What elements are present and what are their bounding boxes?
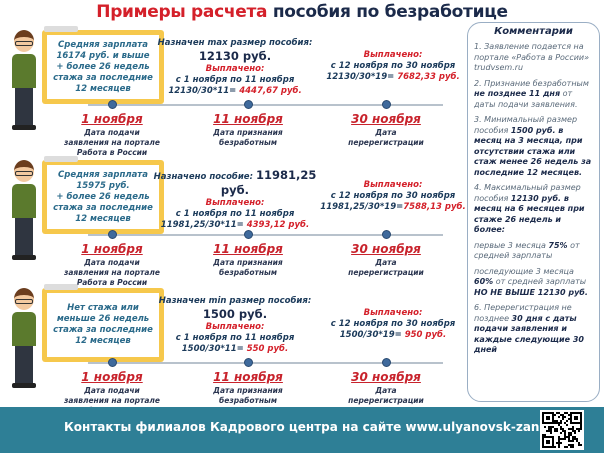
timeline-date-description: Дата признания безработным (213, 386, 283, 405)
condition-line: стажа за последние (53, 202, 153, 213)
assigned-benefit: Назначен min размер пособия: 1500 руб. Вып… (158, 296, 312, 354)
condition-line: Средняя зарплата (58, 169, 148, 180)
condition-line: 12 месяцев (75, 83, 131, 94)
page-title: Примеры расчета пособия по безработице (96, 2, 508, 22)
timeline-dot (244, 358, 253, 367)
timeline-date: 1 ноября (81, 370, 143, 384)
comment-item: 2. Признание безработным не позднее 11 д… (474, 78, 589, 109)
timeline-date: 1 ноября (81, 242, 143, 256)
footer-contacts-text: Контакты филиалов Кадрового центра на са… (64, 420, 559, 434)
clipboard-condition: Средняя зарплата 15975 руб. + более 26 нед… (42, 160, 164, 234)
timeline-dot (382, 230, 391, 239)
condition-line: 15975 руб. (76, 180, 130, 191)
paid-second-period: Выплачено: с 12 ноября по 30 ноября 1213… (326, 50, 460, 82)
timeline-date-description: Дата перерегистрации (348, 258, 424, 277)
timeline-line (88, 104, 443, 106)
condition-line: Нет стажа или (67, 303, 139, 313)
condition-line: Средняя зарплата (58, 39, 148, 50)
clipboard-condition: Средняя зарплата 16174 руб. и выше + более… (42, 30, 164, 104)
qr-code-icon (540, 410, 584, 450)
timeline-dot (108, 358, 117, 367)
comment-item: 6. Перерегистрация не позднее 30 дня с д… (474, 303, 584, 354)
comment-item: 3. Минимальный размер пособия 1500 руб. … (474, 115, 592, 177)
clipboard-condition: Нет стажа или меньше 26 недель стажа за по… (42, 288, 164, 362)
person-icon (10, 30, 38, 130)
timeline-date: 11 ноября (213, 242, 283, 256)
condition-line: меньше 26 недель (56, 314, 150, 324)
timeline-date-description: Дата признания безработным (213, 128, 283, 147)
timeline-date-description: Дата подачи заявления на портале Работа … (64, 258, 160, 287)
comment-item: 1. Заявление подается на портале «Работа… (474, 42, 590, 72)
condition-line: + более 26 недель (56, 191, 150, 202)
condition-line: стажа за последние (53, 72, 153, 83)
assigned-benefit: Назначено пособие: 11981,25 руб. Выплачен… (153, 168, 317, 230)
timeline-date-description: Дата подачи заявления на портале Работа … (64, 128, 160, 157)
clipboard-clip-icon (44, 156, 78, 162)
comment-item: первые 3 месяца 75% от средней зарплаты (474, 240, 580, 261)
example-section: Средняя зарплата 16174 руб. и выше + более… (0, 26, 460, 160)
example-section: Нет стажа или меньше 26 недель стажа за по… (0, 284, 460, 418)
condition-line: 12 месяцев (75, 336, 131, 346)
timeline-line (88, 362, 443, 364)
footer-bar (0, 407, 604, 453)
paid-second-period: Выплачено: с 12 ноября по 30 ноября 1198… (320, 180, 466, 212)
timeline-date-description: Дата признания безработным (213, 258, 283, 277)
timeline-dot (244, 100, 253, 109)
timeline-date: 11 ноября (213, 112, 283, 126)
assigned-benefit: Назначен max размер пособия: 12130 руб. Вы… (157, 38, 313, 96)
comments-panel: Комментарии 1. Заявление подается на пор… (467, 22, 600, 402)
timeline-date: 30 ноября (351, 370, 421, 384)
timeline-date: 30 ноября (351, 112, 421, 126)
paid-second-period: Выплачено: с 12 ноября по 30 ноября 1500… (330, 308, 456, 340)
timeline-dot (244, 230, 253, 239)
clipboard-clip-icon (44, 284, 78, 290)
timeline-dot (382, 100, 391, 109)
timeline-dot (108, 100, 117, 109)
timeline-dot (382, 358, 391, 367)
condition-line: + более 26 недель (56, 61, 150, 72)
timeline-date: 1 ноября (81, 112, 143, 126)
person-icon (10, 288, 38, 388)
clipboard-clip-icon (44, 26, 78, 32)
condition-line: 12 месяцев (75, 213, 131, 224)
timeline-date: 11 ноября (213, 370, 283, 384)
condition-line: стажа за последние (53, 325, 153, 335)
condition-line: 16174 руб. и выше (56, 50, 150, 61)
timeline-date-description: Дата перерегистрации (348, 128, 424, 147)
person-icon (10, 160, 38, 260)
comment-item: 4. Максимальный размер пособия 12130 руб… (474, 183, 585, 234)
example-section: Средняя зарплата 15975 руб. + более 26 нед… (0, 156, 466, 290)
comment-item: последующие 3 месяца 60% от средней зарп… (474, 266, 588, 297)
timeline-date-description: Дата перерегистрации (348, 386, 424, 405)
timeline-dot (108, 230, 117, 239)
timeline-line (88, 234, 443, 236)
comments-title: Комментарии (494, 26, 573, 37)
timeline-date: 30 ноября (351, 242, 421, 256)
